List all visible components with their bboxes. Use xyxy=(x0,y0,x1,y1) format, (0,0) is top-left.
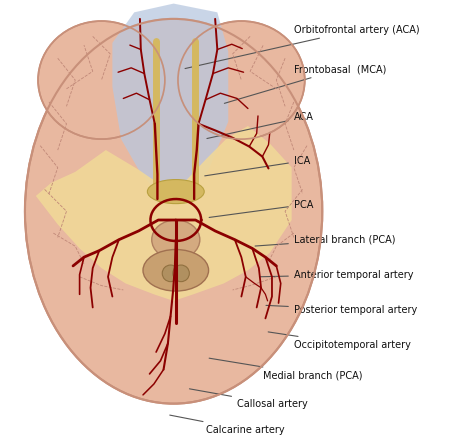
Ellipse shape xyxy=(152,220,200,259)
Ellipse shape xyxy=(25,19,322,403)
Ellipse shape xyxy=(178,21,305,139)
Text: ACA: ACA xyxy=(207,112,314,139)
Polygon shape xyxy=(36,126,292,301)
Text: Anterior temporal artery: Anterior temporal artery xyxy=(259,270,413,280)
Ellipse shape xyxy=(143,249,209,291)
Text: Frontobasal  (MCA): Frontobasal (MCA) xyxy=(224,64,386,103)
Text: Calcarine artery: Calcarine artery xyxy=(170,415,285,435)
Text: Posterior temporal artery: Posterior temporal artery xyxy=(266,304,417,315)
Ellipse shape xyxy=(173,265,189,282)
Text: Orbitofrontal artery (ACA): Orbitofrontal artery (ACA) xyxy=(185,25,419,69)
Ellipse shape xyxy=(162,265,179,282)
Ellipse shape xyxy=(38,21,165,139)
Text: Lateral branch (PCA): Lateral branch (PCA) xyxy=(255,235,395,246)
Text: Callosal artery: Callosal artery xyxy=(190,389,308,409)
Polygon shape xyxy=(112,4,228,200)
Ellipse shape xyxy=(147,180,204,204)
Text: ICA: ICA xyxy=(205,156,310,176)
Text: PCA: PCA xyxy=(209,200,313,217)
Text: Medial branch (PCA): Medial branch (PCA) xyxy=(209,358,363,380)
Text: Occipitotemporal artery: Occipitotemporal artery xyxy=(268,332,410,350)
